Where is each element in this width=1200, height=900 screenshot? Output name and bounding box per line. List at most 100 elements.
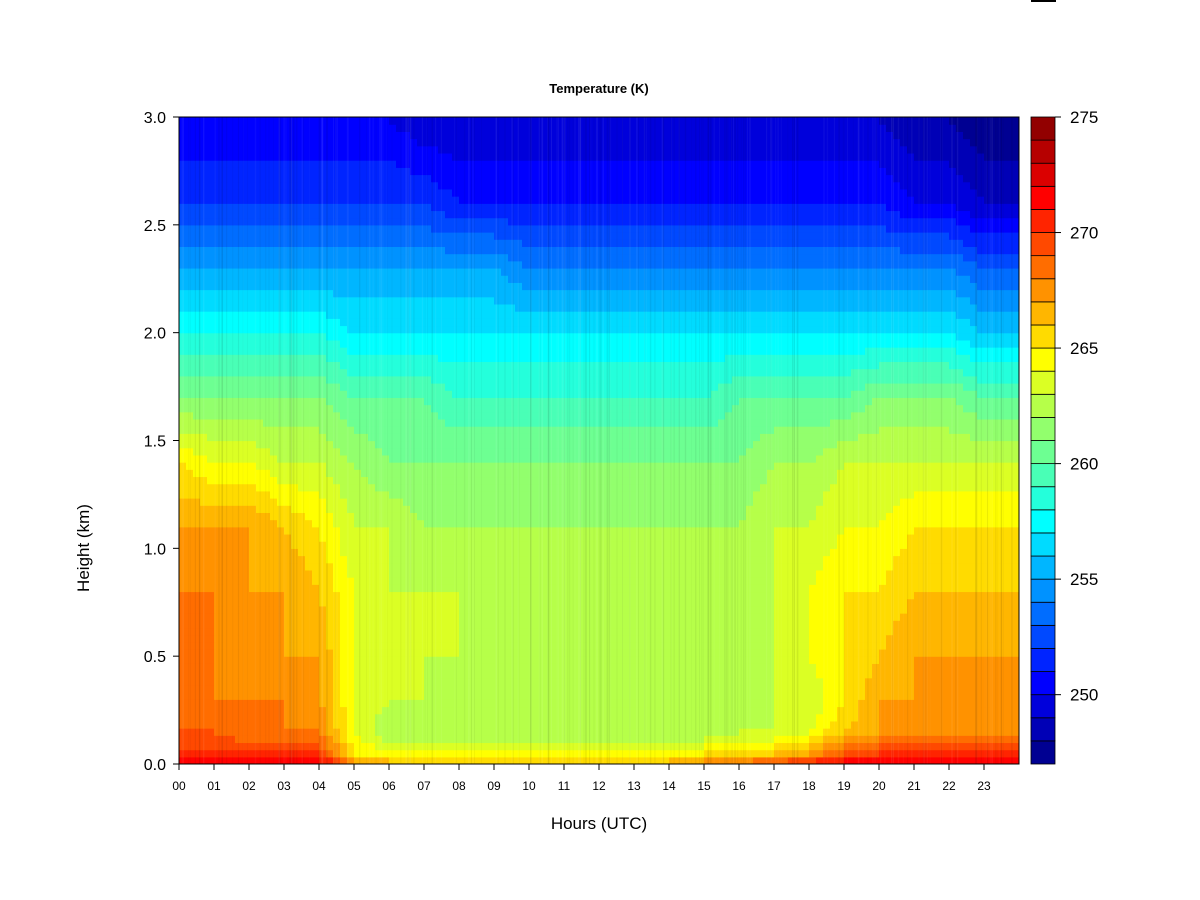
heatmap-cell — [214, 605, 222, 614]
heatmap-cell — [410, 117, 418, 125]
heatmap-cell — [312, 684, 320, 693]
heatmap-cell — [333, 138, 341, 147]
heatmap-cell — [550, 354, 558, 363]
heatmap-cell — [242, 577, 250, 585]
heatmap-cell — [354, 598, 362, 607]
heatmap-cell — [382, 684, 390, 693]
heatmap-cell — [270, 267, 278, 276]
heatmap-cell — [403, 577, 411, 585]
heatmap-cell — [305, 569, 313, 578]
heatmap-cell — [186, 505, 194, 513]
heatmap-cell — [389, 541, 397, 549]
heatmap-cell — [501, 167, 509, 176]
heatmap-cell — [298, 188, 306, 197]
heatmap-cell — [403, 656, 411, 664]
heatmap-cell — [438, 706, 446, 715]
heatmap-cell — [494, 505, 502, 513]
heatmap-cell — [515, 196, 523, 204]
heatmap-cell — [515, 138, 523, 147]
heatmap-cell — [445, 224, 453, 233]
heatmap-cell — [438, 569, 446, 578]
heatmap-cell — [494, 555, 502, 564]
heatmap-cell — [389, 382, 397, 391]
heatmap-cell — [242, 131, 250, 140]
heatmap-cell — [256, 239, 264, 247]
heatmap-cell — [375, 462, 383, 470]
heatmap-cell — [179, 210, 187, 219]
heatmap-cell — [319, 692, 327, 700]
heatmap-cell — [347, 720, 355, 729]
heatmap-cell — [522, 620, 530, 629]
heatmap-cell — [389, 246, 397, 255]
heatmap-cell — [487, 569, 495, 578]
heatmap-cell — [389, 699, 397, 708]
heatmap-cell — [494, 203, 502, 212]
heatmap-cell — [410, 541, 418, 549]
heatmap-cell — [396, 339, 404, 348]
heatmap-cell — [368, 124, 376, 132]
heatmap-cell — [284, 253, 292, 262]
heatmap-cell — [389, 361, 397, 370]
heatmap-cell — [466, 253, 474, 262]
heatmap-cell — [375, 354, 383, 363]
heatmap-cell — [242, 325, 250, 334]
heatmap-cell — [354, 382, 362, 391]
heatmap-cell — [543, 505, 551, 513]
heatmap-cell — [466, 692, 474, 700]
heatmap-cell — [277, 684, 285, 693]
heatmap-cell — [389, 253, 397, 262]
heatmap-cell — [270, 124, 278, 132]
heatmap-cell — [522, 303, 530, 312]
heatmap-cell — [263, 505, 271, 513]
heatmap-cell — [445, 253, 453, 262]
heatmap-cell — [480, 462, 488, 470]
heatmap-cell — [347, 677, 355, 686]
heatmap-cell — [354, 620, 362, 629]
heatmap-cell — [193, 368, 201, 377]
heatmap-cell — [452, 325, 460, 334]
heatmap-cell — [221, 541, 229, 549]
heatmap-cell — [228, 390, 236, 398]
heatmap-cell — [473, 577, 481, 585]
heatmap-cell — [305, 181, 313, 190]
heatmap-cell — [431, 699, 439, 708]
heatmap-cell — [375, 426, 383, 434]
heatmap-cell — [249, 318, 257, 327]
heatmap-cell — [536, 605, 544, 614]
heatmap-cell — [389, 462, 397, 470]
heatmap-cell — [256, 706, 264, 715]
heatmap-cell — [235, 382, 243, 391]
heatmap-cell — [550, 483, 558, 492]
heatmap-cell — [256, 174, 264, 183]
heatmap-cell — [445, 375, 453, 384]
heatmap-cell — [515, 160, 523, 168]
heatmap-cell — [193, 569, 201, 578]
heatmap-cell — [431, 181, 439, 190]
heatmap-cell — [431, 684, 439, 693]
heatmap-cell — [179, 512, 187, 521]
heatmap-cell — [368, 634, 376, 643]
heatmap-cell — [459, 498, 467, 506]
heatmap-cell — [459, 411, 467, 420]
heatmap-cell — [179, 181, 187, 190]
heatmap-cell — [466, 433, 474, 442]
heatmap-cell — [263, 462, 271, 470]
heatmap-cell — [326, 728, 334, 736]
heatmap-cell — [459, 692, 467, 700]
heatmap-cell — [487, 224, 495, 233]
heatmap-cell — [312, 117, 320, 125]
heatmap-cell — [228, 232, 236, 240]
heatmap-cell — [424, 483, 432, 492]
heatmap-cell — [424, 361, 432, 370]
heatmap-cell — [494, 706, 502, 715]
heatmap-cell — [340, 224, 348, 233]
heatmap-cell — [326, 217, 334, 226]
heatmap-cell — [382, 303, 390, 312]
heatmap-cell — [522, 411, 530, 420]
heatmap-cell — [305, 138, 313, 147]
heatmap-cell — [396, 454, 404, 463]
heatmap-cell — [522, 282, 530, 291]
heatmap-cell — [564, 483, 572, 492]
heatmap-cell — [340, 382, 348, 391]
heatmap-cell — [529, 684, 537, 693]
